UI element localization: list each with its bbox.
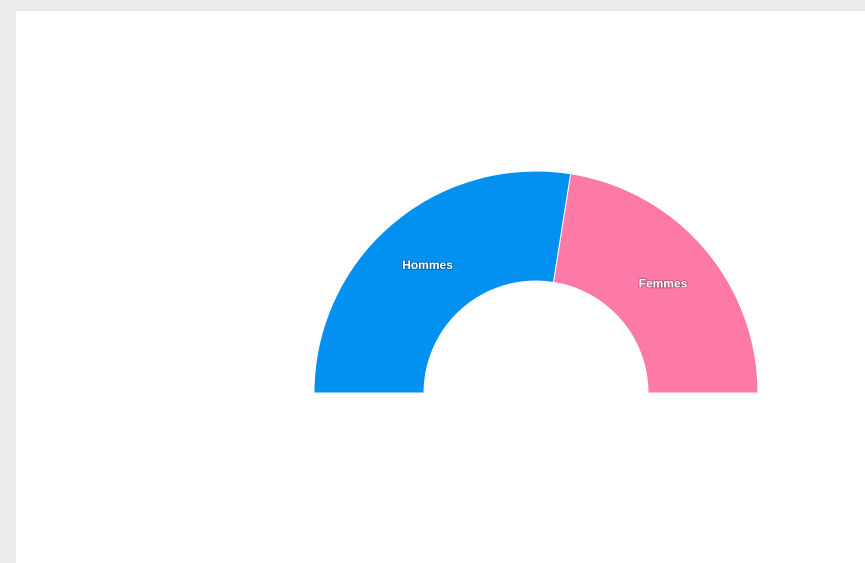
slice <box>552 173 759 394</box>
slice-label: Femmes <box>639 277 688 291</box>
slice-label: Hommes <box>402 258 453 272</box>
slice <box>313 170 572 394</box>
